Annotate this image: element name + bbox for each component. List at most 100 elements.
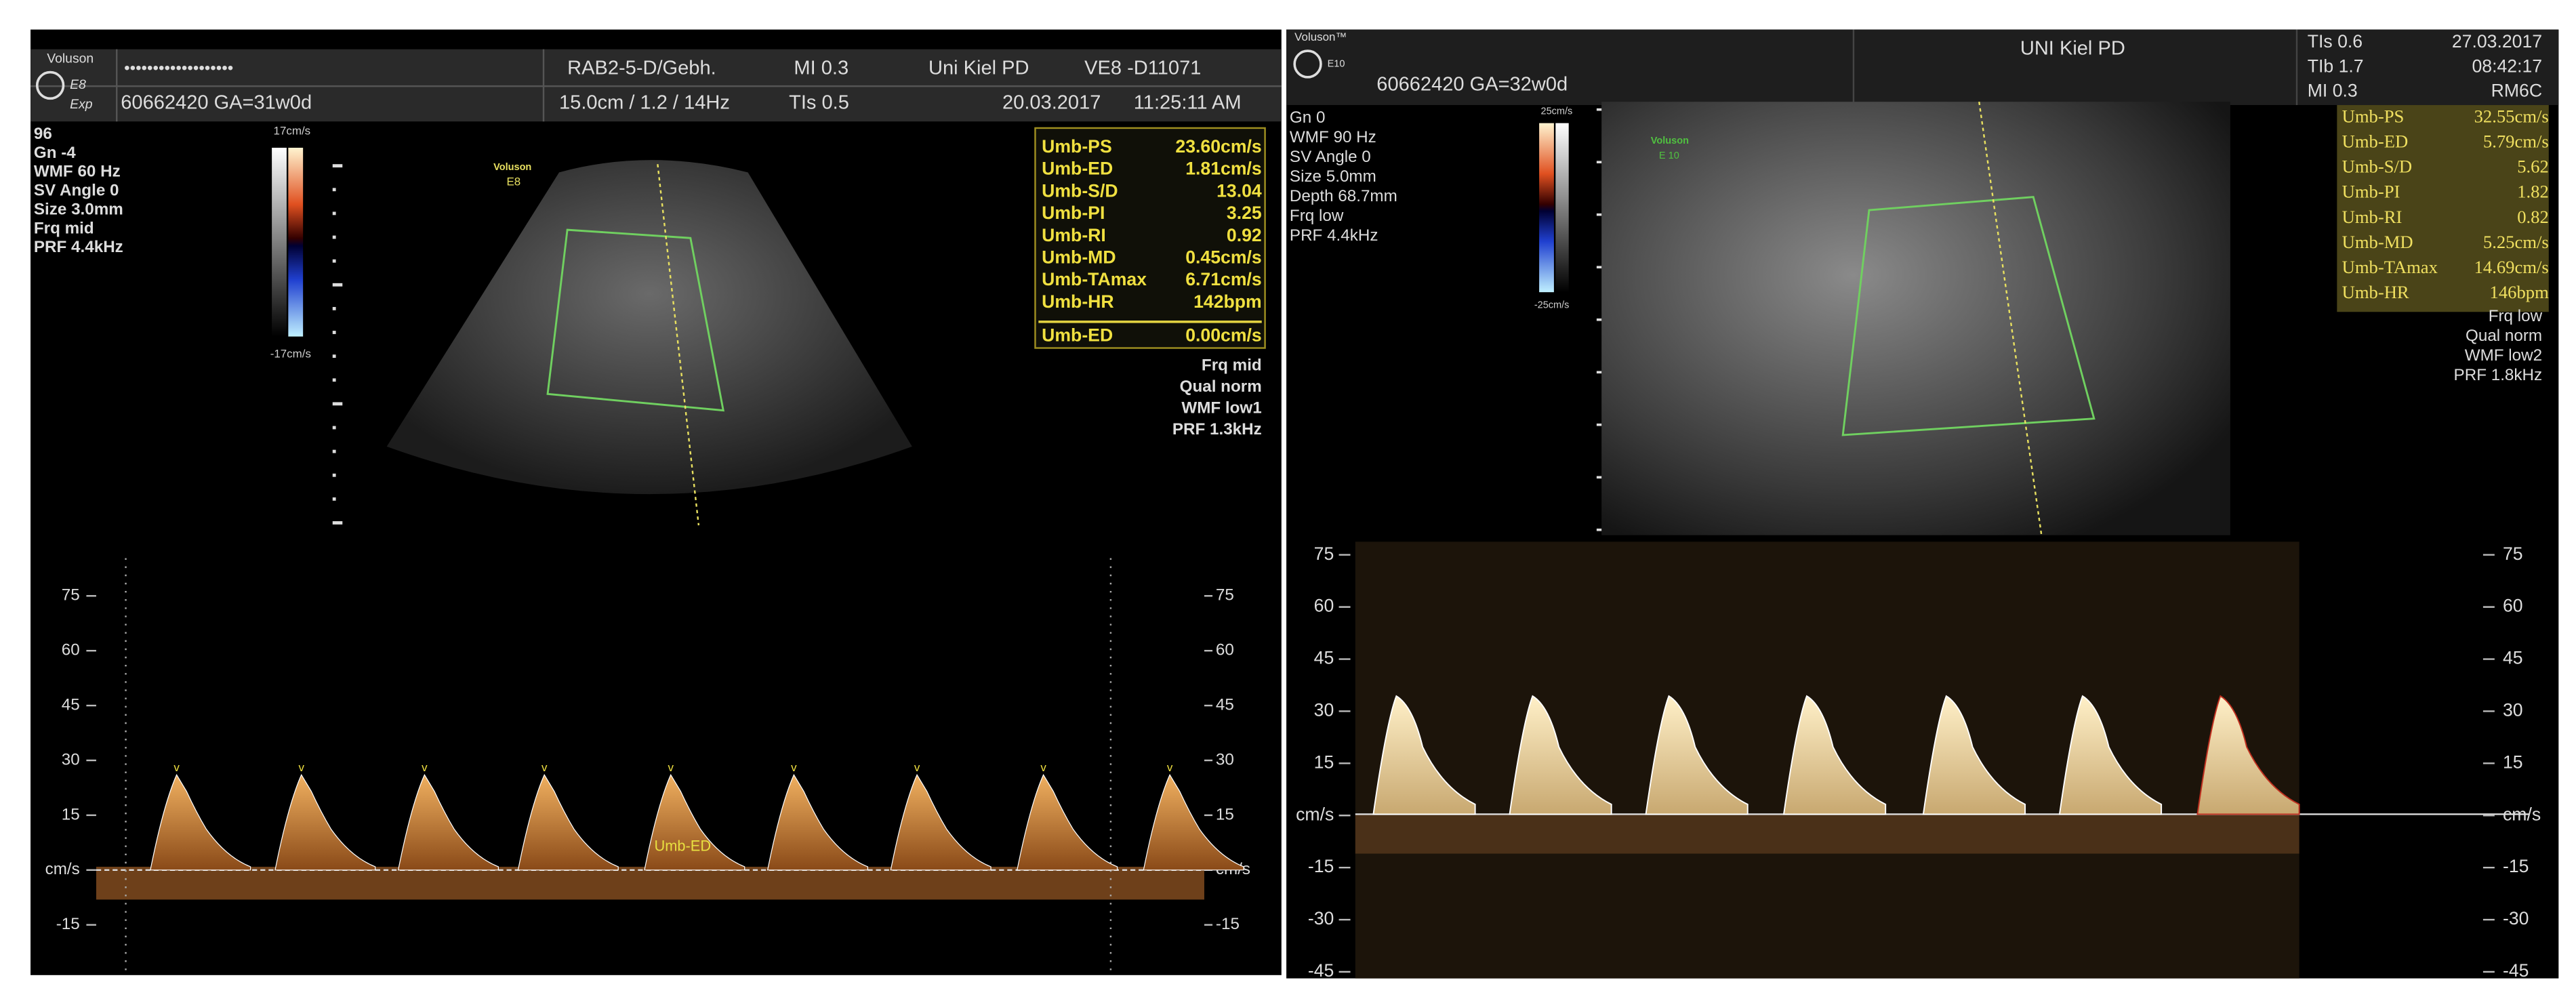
depth-marker (1596, 371, 1602, 374)
y-tick-label: -45 (2503, 960, 2529, 981)
gray-bar (1555, 123, 1569, 293)
depth-marker (1596, 161, 1602, 164)
waveform (2196, 695, 2300, 815)
annotation: Umb-ED (655, 838, 712, 855)
mode: Exp (70, 97, 93, 112)
depth-marker (332, 211, 336, 216)
color-box (546, 228, 725, 412)
date: 27.03.2017 (2452, 31, 2542, 52)
doppler-param: Qual norm (2466, 327, 2542, 345)
brand: Voluson (47, 51, 94, 66)
measurement-value: 0.92 (1227, 225, 1262, 245)
peak-marker: v (1040, 761, 1046, 774)
color-scale-max: 25cm/s (1541, 106, 1573, 117)
param: Frq mid (34, 219, 94, 237)
peak-marker: v (668, 761, 674, 774)
measurement-value: 6.71cm/s (1185, 269, 1262, 289)
measurement-label: Umb-S/D (2342, 157, 2413, 177)
measurement-label: Umb-S/D (1042, 180, 1118, 201)
measurement-label: Umb-RI (1042, 225, 1106, 245)
depth-marker (332, 164, 343, 168)
waveform (766, 773, 869, 871)
mi: MI 0.3 (794, 57, 849, 79)
device: VE8 -D11071 (1084, 57, 1201, 79)
measurement-box (2337, 105, 2549, 312)
peak-marker: v (1167, 761, 1173, 774)
waveform (517, 773, 619, 871)
measurement-label: Umb-TAmax (1042, 269, 1147, 289)
waveform (150, 773, 251, 871)
y-tick-label: -45 (1308, 960, 1334, 981)
depth-marker (332, 497, 336, 501)
measurement-value: 0.45cm/s (1185, 247, 1262, 268)
doppler-noise (96, 866, 1204, 900)
y-tick-label: cm/s (45, 860, 80, 878)
mi: MI 0.3 (2308, 81, 2358, 101)
watermark: Voluson (1651, 136, 1689, 146)
depth-marker (332, 306, 336, 310)
time: 11:25:11 AM (1134, 91, 1242, 113)
measurement-label: Umb-ED (2342, 131, 2409, 152)
waveform (1143, 773, 1244, 871)
measurement-label: Umb-ED (1042, 325, 1113, 346)
y-tick-label: -15 (2503, 856, 2529, 876)
y-tick-label: 75 (1216, 586, 1234, 605)
ge-logo (35, 70, 65, 100)
patient-name: ••••••••••••••••••• (124, 59, 233, 77)
institution: Uni Kiel PD (928, 57, 1029, 79)
waveform (1372, 695, 1476, 815)
param: SV Angle 0 (34, 182, 119, 200)
waveform (890, 773, 991, 871)
peak-marker: v (541, 761, 548, 774)
divider (1852, 29, 1855, 106)
peak-marker: v (422, 761, 428, 774)
param: Gn -4 (34, 144, 76, 162)
doppler-param: WMF low2 (2465, 346, 2542, 365)
measurement-value: 3.25 (1227, 203, 1262, 223)
depth-marker (1596, 528, 1602, 531)
measurement-value: 32.55cm/s (2474, 106, 2549, 127)
model: E8 (70, 77, 86, 92)
measurement-value: 5.25cm/s (2483, 232, 2549, 252)
depth-marker (1596, 318, 1602, 321)
depth-marker (332, 235, 336, 239)
doppler-param: PRF 1.8kHz (2454, 366, 2543, 384)
y-tick-label: cm/s (1296, 804, 1334, 824)
divider (2295, 29, 2298, 106)
waveform (1509, 695, 1612, 815)
depth-marker (1596, 423, 1602, 426)
depth-marker (1596, 476, 1602, 479)
y-tick-label: 15 (62, 805, 80, 823)
y-tick-label: 75 (2503, 544, 2523, 564)
doppler-param: Qual norm (1180, 377, 1262, 396)
y-tick-label: cm/s (2503, 804, 2541, 824)
depth-marker (1596, 213, 1602, 216)
color-box (1841, 196, 2095, 436)
measurement-value: 14.69cm/s (2474, 257, 2549, 277)
measurement-value: 142bpm (1193, 291, 1262, 312)
color-bar (288, 148, 304, 337)
depth-marker (332, 449, 336, 453)
y-tick-label: 60 (1216, 641, 1234, 659)
depth: 15.0cm / 1.2 / 14Hz (559, 91, 730, 113)
measurement-label: Umb-RI (2342, 207, 2403, 227)
measurement-label: Umb-PS (1042, 136, 1112, 157)
peak-marker: v (173, 761, 180, 774)
tis: TIs 0.6 (2308, 31, 2363, 52)
gray-bar (272, 148, 287, 337)
measurement-value: 1.82 (2517, 182, 2549, 202)
color-scale-min: -25cm/s (1534, 300, 1570, 310)
color-scale-max: 17cm/s (274, 124, 311, 137)
measurement-label: Umb-MD (2342, 232, 2413, 252)
doppler-param: WMF low1 (1181, 399, 1261, 417)
color-scale-min: -17cm/s (270, 348, 311, 361)
waveform (1645, 695, 1749, 815)
y-tick-label: 30 (2503, 699, 2523, 720)
param: 96 (34, 125, 52, 143)
y-tick-label: 60 (62, 641, 80, 659)
measurement-value: 5.62 (2517, 157, 2549, 177)
measurement-label: Umb-PI (1042, 203, 1105, 223)
param: Gn 0 (1290, 108, 1326, 127)
param: PRF 4.4kHz (34, 238, 123, 256)
cursor-line (657, 164, 700, 526)
